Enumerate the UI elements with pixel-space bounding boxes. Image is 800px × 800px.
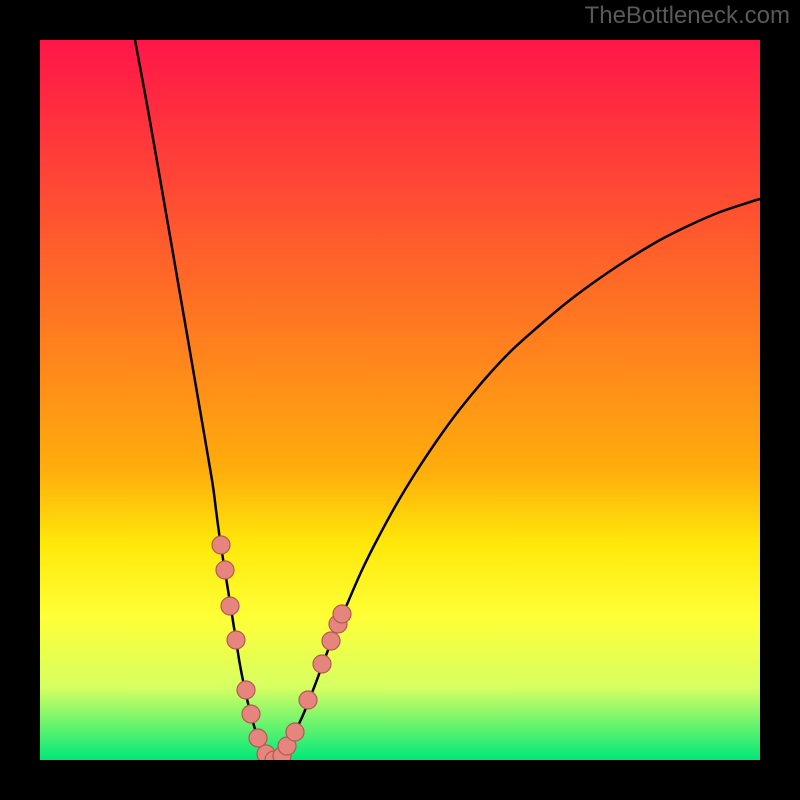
data-point-marker bbox=[313, 655, 331, 673]
data-point-marker bbox=[286, 723, 304, 741]
data-point-marker bbox=[322, 632, 340, 650]
data-point-marker bbox=[249, 729, 267, 747]
curve-left-branch bbox=[135, 40, 274, 760]
data-point-marker bbox=[237, 681, 255, 699]
data-point-marker bbox=[333, 605, 351, 623]
data-point-marker bbox=[242, 705, 260, 723]
chart-overlay bbox=[0, 0, 800, 800]
data-point-marker bbox=[299, 691, 317, 709]
data-point-marker bbox=[212, 536, 230, 554]
data-point-marker bbox=[221, 597, 239, 615]
data-point-marker bbox=[227, 631, 245, 649]
curve-right-branch bbox=[274, 199, 760, 760]
data-point-marker bbox=[216, 561, 234, 579]
